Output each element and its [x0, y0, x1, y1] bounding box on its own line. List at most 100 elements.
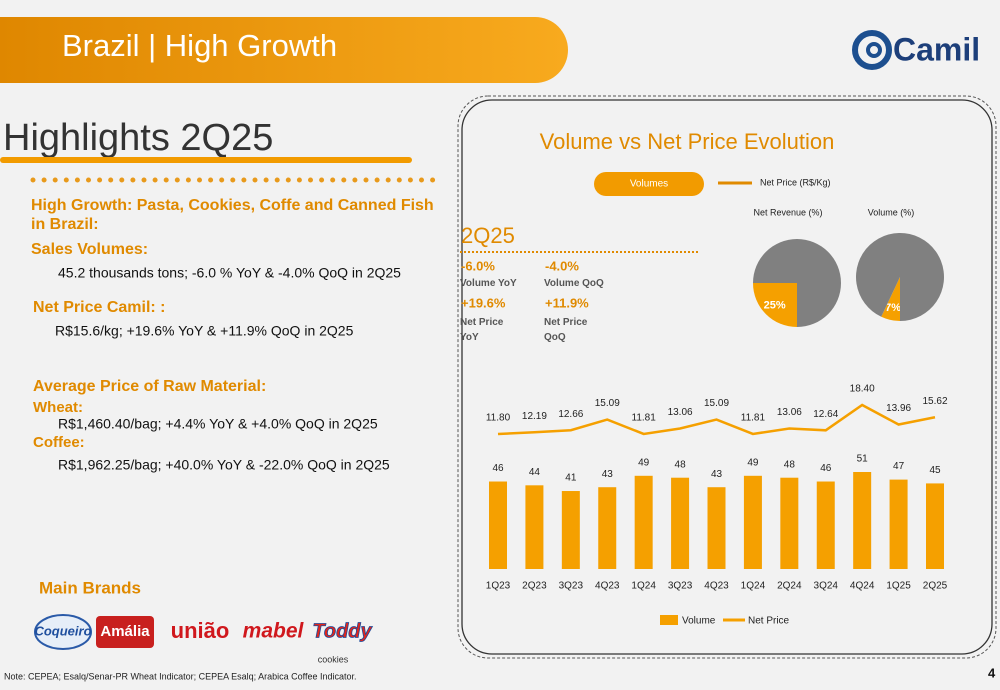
bar-label: 41	[565, 473, 577, 484]
kpi-label: Volume QoQ	[544, 278, 604, 289]
line-label: 15.09	[595, 398, 620, 409]
x-tick-label: 4Q23	[704, 581, 729, 592]
bar-label: 43	[711, 469, 723, 480]
bar-label: 48	[675, 459, 687, 470]
bar-label: 43	[602, 469, 614, 480]
pie-title: Net Revenue (%)	[753, 207, 822, 217]
logo-icon-inner	[866, 42, 882, 58]
line-label: 13.06	[777, 407, 802, 418]
kpi-label: Net Price QoQ	[544, 317, 588, 343]
legend-swatch	[660, 615, 678, 625]
x-tick-label: 1Q24	[631, 581, 656, 592]
title-underline	[0, 157, 412, 163]
bar	[489, 481, 507, 569]
bar	[525, 485, 544, 569]
bar-label: 44	[529, 467, 541, 478]
period: 2Q25	[461, 223, 515, 248]
brand-badge	[34, 614, 92, 650]
brand: Coqueiro	[34, 623, 91, 638]
bar	[889, 479, 908, 569]
net-label: Net Price Camil: :	[33, 299, 165, 316]
brand-badge	[96, 616, 154, 648]
x-tick-label: 2Q23	[522, 581, 547, 592]
bar	[853, 472, 872, 569]
bar-label: 48	[784, 459, 796, 470]
raw-label: Average Price of Raw Material:	[33, 378, 266, 395]
page-number: 4	[988, 665, 996, 680]
kpi-label-box: Net Price QoQ	[544, 317, 588, 343]
pie-slice	[753, 283, 797, 327]
x-tick-label: 3Q23	[559, 581, 584, 592]
bar-label: 46	[820, 463, 832, 474]
note: Note: CEPEA; Esalq/Senar-PR Wheat Indica…	[4, 671, 357, 681]
line-label: 12.64	[813, 409, 838, 420]
header-title: Brazil | High Growth	[62, 28, 337, 63]
kpi-label: Volume YoY	[460, 278, 517, 289]
header-bar	[0, 17, 568, 83]
kpi-value: +11.9%	[545, 295, 589, 310]
brand: mabel	[243, 620, 305, 643]
kpi-label-box: Volume QoQ	[544, 278, 604, 289]
x-tick-label: 3Q24	[814, 581, 839, 592]
coffee-label: Coffee:	[33, 434, 85, 451]
net-text: R$15.6/kg; +19.6% YoY & +11.9% QoQ in 2Q…	[55, 323, 354, 339]
bar	[743, 475, 762, 569]
sales-text: 45.2 thousands tons; -6.0 % YoY & -4.0% …	[58, 265, 401, 281]
pie-slice	[856, 233, 945, 322]
bar-label: 49	[747, 457, 759, 468]
kpi-value: +19.6%	[461, 295, 506, 310]
bar-label: 47	[893, 461, 905, 472]
line-label: 15.62	[922, 396, 947, 407]
pie-title: Volume (%)	[868, 207, 915, 217]
brand: Amália	[100, 623, 150, 640]
bar	[671, 477, 690, 569]
kpi-value: -6.0%	[461, 258, 495, 273]
line-label: 13.06	[668, 407, 693, 418]
panel-border	[461, 99, 993, 655]
line-label: 13.96	[886, 403, 911, 414]
price-line	[497, 403, 936, 436]
bar-label: 51	[857, 454, 869, 465]
bar	[634, 475, 653, 569]
bar	[816, 481, 835, 569]
heading1: High Growth: Pasta, Cookies, Coffe and C…	[31, 197, 434, 233]
highlights-title: Highlights 2Q25	[3, 117, 273, 159]
bar	[707, 487, 726, 569]
line-label: 11.80	[486, 413, 511, 424]
panel-title: Volume vs Net Price Evolution	[540, 129, 835, 154]
line-label: 15.09	[704, 398, 729, 409]
bar-label: 49	[638, 457, 650, 468]
heading-box: High Growth: Pasta, Cookies, Coffe and C…	[31, 197, 434, 233]
logo: Camil	[852, 30, 980, 70]
brand: Toddy	[312, 620, 372, 642]
bar-label: 45	[929, 465, 941, 476]
pie-label: 25%	[764, 299, 786, 311]
pie-slice	[881, 277, 900, 321]
charts: 46 1Q23 44 2Q23 41 3Q23 43 4Q23 49 1Q24 48 3Q23 43 4Q…	[486, 207, 948, 626]
x-tick-label: 4Q23	[595, 581, 620, 592]
pie-label: 7%	[885, 302, 901, 314]
wheat-text: R$1,460.40/bag; +4.4% YoY & +4.0% QoQ in…	[58, 416, 378, 432]
x-tick-label: 2Q25	[923, 581, 948, 592]
line-label: 11.81	[632, 413, 657, 424]
legend-label: Volumes	[630, 179, 668, 190]
pie-slice	[753, 239, 841, 327]
bar	[561, 491, 580, 569]
kpi-label-box: Volume YoY	[460, 278, 517, 289]
legend-label: Net Price (R$/Kg)	[760, 177, 831, 187]
line-label: 18.40	[850, 384, 875, 395]
kpi-value: -4.0%	[545, 258, 579, 273]
legend-label: Volume	[682, 616, 716, 627]
line-label: 12.19	[522, 411, 547, 422]
legend-label: Net Price	[748, 616, 790, 627]
line-label: 11.81	[741, 413, 766, 424]
coffee-text: R$1,962.25/bag; +40.0% YoY & -22.0% QoQ …	[58, 457, 390, 473]
line-label: 12.66	[558, 409, 583, 420]
brand-sub: cookies	[318, 654, 349, 664]
bar	[780, 477, 799, 569]
legend-pill	[594, 172, 704, 196]
x-tick-label: 3Q23	[668, 581, 693, 592]
sales-label: Sales Volumes:	[31, 241, 148, 258]
